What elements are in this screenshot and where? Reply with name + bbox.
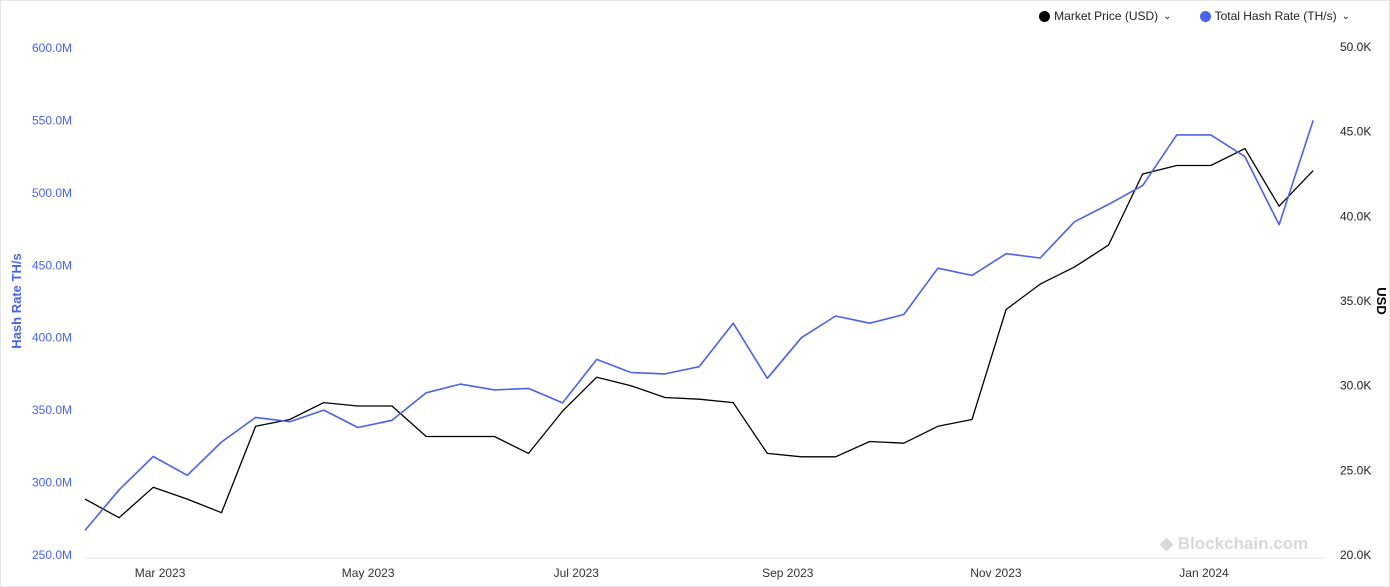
y-left-tick-label: 600.0M <box>32 41 72 55</box>
y-left-tick-label: 350.0M <box>32 403 72 417</box>
y-right-axis-label: USD <box>1374 287 1389 314</box>
x-tick-label: Mar 2023 <box>135 566 186 580</box>
market-price-dot-icon <box>1039 10 1051 22</box>
y-left-tick-label: 250.0M <box>32 548 72 562</box>
y-right-tick-label: 20.0K <box>1340 548 1371 562</box>
y-left-tick-label: 550.0M <box>32 113 72 127</box>
x-tick-label: Nov 2023 <box>970 566 1022 580</box>
hash-rate-dot-icon <box>1199 10 1211 22</box>
legend-label: Market Price (USD) <box>1054 9 1159 23</box>
y-left-tick-label: 500.0M <box>32 186 72 200</box>
y-left-tick-label: 450.0M <box>32 258 72 272</box>
x-tick-label: Sep 2023 <box>762 566 814 580</box>
market-price-line <box>84 147 1314 519</box>
legend-item-hash-rate[interactable]: Total Hash Rate (TH/s) ⌄ <box>1199 9 1350 23</box>
x-tick-label: Jan 2024 <box>1179 566 1229 580</box>
x-tick-label: Jul 2023 <box>554 566 600 580</box>
chevron-down-icon[interactable]: ⌄ <box>1341 10 1350 22</box>
y-right-tick-label: 30.0K <box>1340 379 1371 393</box>
legend: Market Price (USD) ⌄ Total Hash Rate (TH… <box>1039 9 1350 23</box>
y-left-axis-label: Hash Rate TH/s <box>9 253 24 348</box>
y-left-tick-label: 400.0M <box>32 331 72 345</box>
y-right-tick-label: 50.0K <box>1340 40 1371 54</box>
blockchain-watermark-logo: ◆ Blockchain.com <box>1160 534 1309 553</box>
x-tick-label: May 2023 <box>342 566 395 580</box>
y-left-tick-label: 300.0M <box>32 476 72 490</box>
y-right-tick-label: 35.0K <box>1340 294 1371 308</box>
legend-label: Total Hash Rate (TH/s) <box>1214 9 1337 23</box>
y-right-tick-label: 45.0K <box>1340 125 1371 139</box>
legend-item-market-price[interactable]: Market Price (USD) ⌄ <box>1039 9 1172 23</box>
hash-rate-line <box>84 120 1314 531</box>
chevron-down-icon[interactable]: ⌄ <box>1163 10 1172 22</box>
y-right-tick-label: 25.0K <box>1340 463 1371 477</box>
y-right-tick-label: 40.0K <box>1340 209 1371 223</box>
watermark-text: Blockchain.com <box>1177 534 1309 553</box>
